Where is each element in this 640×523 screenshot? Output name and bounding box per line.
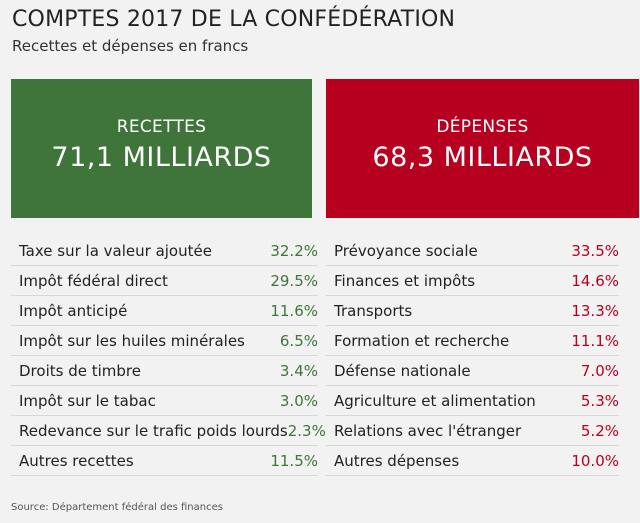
row-label: Autres recettes <box>19 451 134 470</box>
row-value: 13.3% <box>571 301 619 320</box>
row-value: 29.5% <box>270 271 318 290</box>
table-row: Impôt sur les huiles minérales 6.5% <box>11 326 318 356</box>
depenses-table: Prévoyance sociale 33.5% Finances et impôt… <box>326 236 619 476</box>
row-label: Redevance sur le trafic poids lourds <box>19 421 288 440</box>
row-label: Taxe sur la valeur ajoutée <box>19 241 212 260</box>
row-value: 5.2% <box>580 421 619 440</box>
row-label: Formation et recherche <box>334 331 510 350</box>
row-label: Transports <box>334 301 413 320</box>
table-row: Finances et impôts 14.6% <box>326 266 619 296</box>
row-value: 14.6% <box>571 271 619 290</box>
row-value: 10.0% <box>571 451 619 470</box>
table-row: Autres recettes 11.5% <box>11 446 318 476</box>
page-title: COMPTES 2017 DE LA CONFÉDÉRATION <box>12 7 456 32</box>
row-value: 11.1% <box>571 331 619 350</box>
table-row: Droits de timbre 3.4% <box>11 356 318 386</box>
row-value: 11.5% <box>270 451 318 470</box>
row-value: 11.6% <box>270 301 318 320</box>
depenses-total: 68,3 MILLIARDS <box>372 142 593 173</box>
table-row: Prévoyance sociale 33.5% <box>326 236 619 266</box>
source-note: Source: Département fédéral des finances <box>11 502 223 513</box>
row-label: Prévoyance sociale <box>334 241 478 260</box>
row-label: Agriculture et alimentation <box>334 391 536 410</box>
row-value: 6.5% <box>279 331 318 350</box>
depenses-summary-box: DÉPENSES 68,3 MILLIARDS <box>326 79 639 218</box>
page-subtitle: Recettes et dépenses en francs <box>12 37 249 55</box>
table-row: Redevance sur le trafic poids lourds 2.3% <box>11 416 326 446</box>
row-value: 7.0% <box>580 361 619 380</box>
row-label: Impôt sur les huiles minérales <box>19 331 245 350</box>
recettes-label: RECETTES <box>116 117 207 137</box>
row-label: Impôt anticipé <box>19 301 128 320</box>
table-row: Impôt fédéral direct 29.5% <box>11 266 318 296</box>
table-row: Défense nationale 7.0% <box>326 356 619 386</box>
row-label: Autres dépenses <box>334 451 460 470</box>
table-row: Autres dépenses 10.0% <box>326 446 619 476</box>
row-label: Impôt sur le tabac <box>19 391 156 410</box>
row-label: Impôt fédéral direct <box>19 271 168 290</box>
table-row: Agriculture et alimentation 5.3% <box>326 386 619 416</box>
recettes-total: 71,1 MILLIARDS <box>51 142 272 173</box>
table-row: Transports 13.3% <box>326 296 619 326</box>
table-row: Impôt sur le tabac 3.0% <box>11 386 318 416</box>
row-label: Droits de timbre <box>19 361 141 380</box>
row-value: 33.5% <box>571 241 619 260</box>
recettes-table: Taxe sur la valeur ajoutée 32.2% Impôt féd… <box>11 236 326 476</box>
row-label: Défense nationale <box>334 361 471 380</box>
recettes-summary-box: RECETTES 71,1 MILLIARDS <box>11 79 312 218</box>
row-value: 3.0% <box>279 391 318 410</box>
row-value: 3.4% <box>279 361 318 380</box>
row-value: 5.3% <box>580 391 619 410</box>
row-label: Finances et impôts <box>334 271 476 290</box>
table-row: Relations avec l'étranger 5.2% <box>326 416 619 446</box>
depenses-label: DÉPENSES <box>436 117 529 137</box>
table-row: Formation et recherche 11.1% <box>326 326 619 356</box>
row-value: 32.2% <box>270 241 318 260</box>
row-value: 2.3% <box>287 421 326 440</box>
row-label: Relations avec l'étranger <box>334 421 522 440</box>
table-row: Taxe sur la valeur ajoutée 32.2% <box>11 236 318 266</box>
table-row: Impôt anticipé 11.6% <box>11 296 318 326</box>
